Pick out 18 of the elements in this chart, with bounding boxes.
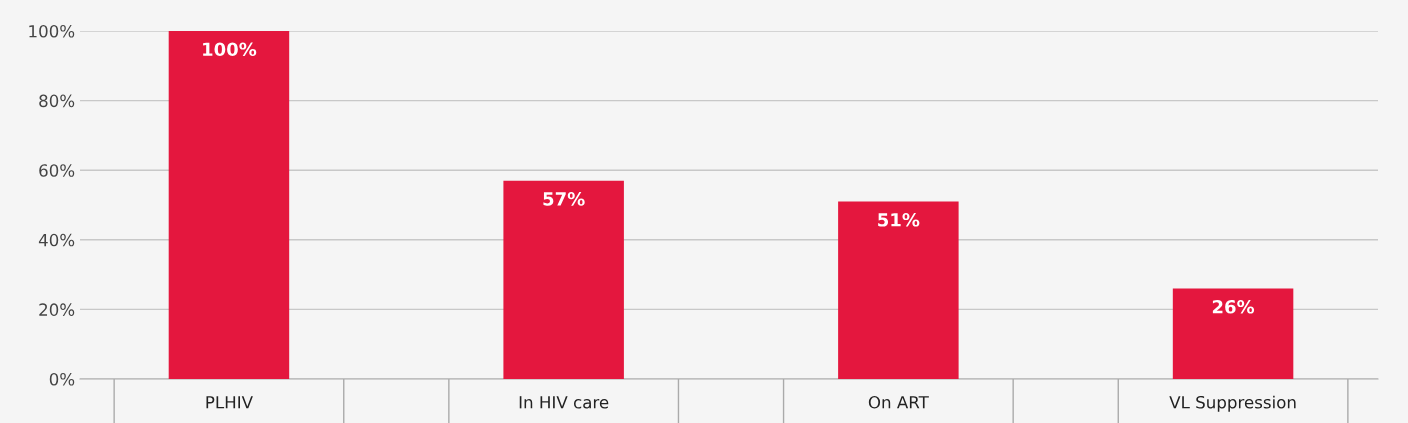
y-tick-label: 40% bbox=[38, 233, 75, 247]
bar bbox=[1172, 288, 1294, 379]
y-tick-label: 100% bbox=[29, 24, 75, 38]
y-tick-label: 20% bbox=[39, 303, 75, 316]
bar bbox=[503, 180, 624, 379]
data-label: 26% bbox=[1212, 299, 1255, 314]
y-tick-label: 80% bbox=[39, 94, 75, 108]
x-tick-label: VL Suppression bbox=[1169, 395, 1296, 412]
bar bbox=[168, 31, 290, 379]
bar bbox=[838, 201, 959, 379]
y-tick-label: 0% bbox=[49, 372, 75, 386]
data-label: 100% bbox=[203, 42, 257, 57]
x-tick-label: In HIV care bbox=[519, 396, 609, 409]
x-tick-label: On ART bbox=[868, 395, 929, 409]
x-tick-label: PLHIV bbox=[206, 396, 253, 409]
y-tick-label: 60% bbox=[39, 164, 75, 177]
data-label: 57% bbox=[543, 192, 585, 206]
data-label: 51% bbox=[878, 212, 920, 227]
